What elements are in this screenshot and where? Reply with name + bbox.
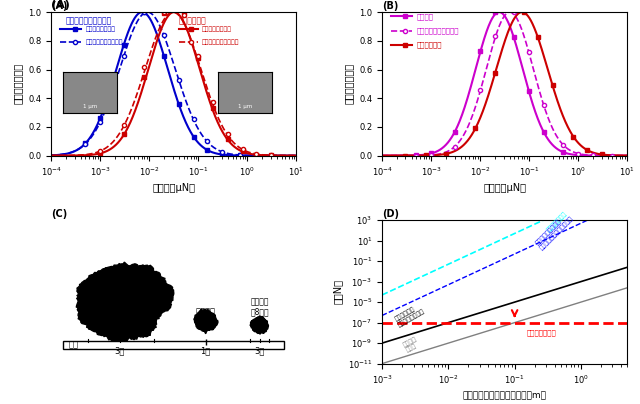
Text: タギッシュレイク隅石: タギッシュレイク隅石 bbox=[66, 17, 112, 25]
桃違いに
小さい bbox=[393, 357, 401, 362]
本研究の付着力 bbox=[393, 320, 401, 325]
粒子に側く重力 bbox=[378, 292, 386, 297]
Text: 粒子に側く重力: 粒子に側く重力 bbox=[546, 211, 569, 234]
Polygon shape bbox=[194, 309, 218, 332]
粒子が自身の重さで
潰れることを示した付着力 bbox=[388, 308, 396, 313]
粒子の大きさ
に比例する付着力 bbox=[611, 269, 619, 274]
本研究の付着力 bbox=[378, 320, 386, 325]
粒子に側く重力 bbox=[388, 288, 396, 293]
Polygon shape bbox=[76, 262, 174, 341]
Text: ミクロン: ミクロン bbox=[417, 13, 433, 20]
桃違いに
小さい bbox=[388, 358, 396, 363]
Text: 数十ミクロン: 数十ミクロン bbox=[417, 42, 442, 48]
Text: 地球重力: 地球重力 bbox=[110, 302, 130, 311]
Text: 桃違いに
小さい: 桃違いに 小さい bbox=[402, 336, 421, 354]
桃違いに
小さい bbox=[378, 361, 386, 366]
Text: 本研究の付着力: 本研究の付着力 bbox=[526, 330, 556, 337]
Polygon shape bbox=[250, 316, 268, 334]
粒子の大きさ
に比例する付着力 bbox=[623, 265, 631, 270]
Text: 弾丸衝突で作った破片: 弾丸衝突で作った破片 bbox=[86, 40, 123, 45]
Text: アエンデ隅石: アエンデ隅石 bbox=[179, 17, 207, 25]
粒子の大きさ
に比例する付着力 bbox=[602, 271, 610, 276]
粒子の大きさ
に比例する付着力 bbox=[393, 336, 401, 341]
桃違いに
小さい bbox=[611, 289, 619, 294]
本研究の付着力 bbox=[611, 320, 619, 325]
Text: ミクロン（押し付け）: ミクロン（押し付け） bbox=[417, 27, 459, 34]
粒子が自身の重さで
潰れることを示した付着力 bbox=[378, 313, 386, 318]
Text: 粒子が自身の重さで
潰れることを示した付着力: 粒子が自身の重さで 潰れることを示した付着力 bbox=[534, 210, 575, 251]
Text: (D): (D) bbox=[382, 209, 399, 219]
本研究の付着力 bbox=[444, 320, 451, 325]
Y-axis label: 力（N）: 力（N） bbox=[332, 280, 342, 304]
Line: 粒子の大きさ
に比例する付着力: 粒子の大きさ に比例する付着力 bbox=[382, 267, 627, 343]
粒子に側く重力 bbox=[623, 179, 631, 184]
粒子が自身の重さで
潰れることを示した付着力 bbox=[602, 209, 610, 214]
Line: 桃違いに
小さい: 桃違いに 小さい bbox=[382, 288, 627, 364]
Text: (A): (A) bbox=[51, 1, 68, 11]
Y-axis label: 割合（相対値）: 割合（相対値） bbox=[13, 63, 22, 104]
粒子が自身の重さで
潰れることを示した付着力 bbox=[611, 205, 619, 210]
粒子が自身の重さで
潰れることを示した付着力 bbox=[444, 283, 451, 288]
Text: 3点: 3点 bbox=[115, 347, 125, 356]
X-axis label: 粒子の大きさ（直径相当）（m）: 粒子の大きさ（直径相当）（m） bbox=[463, 391, 547, 400]
本研究の付着力 bbox=[424, 320, 431, 325]
Text: 1点: 1点 bbox=[200, 347, 211, 356]
Bar bbox=[63, 341, 284, 349]
粒子の大きさ
に比例する付着力 bbox=[388, 338, 396, 343]
Text: 地球重力: 地球重力 bbox=[196, 308, 216, 317]
粒子に側く重力 bbox=[393, 286, 401, 290]
本研究の付着力 bbox=[623, 320, 631, 325]
粒子に側く重力 bbox=[424, 271, 431, 276]
粒子が自身の重さで
潰れることを示した付着力 bbox=[393, 306, 401, 311]
粒子に側く重力 bbox=[602, 189, 610, 194]
Line: 粒子に側く重力: 粒子に側く重力 bbox=[382, 181, 627, 295]
粒子に側く重力 bbox=[611, 185, 619, 189]
X-axis label: 付着力（μN）: 付着力（μN） bbox=[152, 183, 195, 193]
X-axis label: 付着力（μN）: 付着力（μN） bbox=[483, 183, 526, 193]
Y-axis label: 割合（相対値）: 割合（相対値） bbox=[344, 63, 353, 104]
粒子に側く重力 bbox=[444, 262, 451, 267]
Text: 潰して作った破片: 潰して作った破片 bbox=[86, 27, 115, 32]
本研究の付着力 bbox=[602, 320, 610, 325]
本研究の付着力 bbox=[388, 320, 396, 325]
粒子が自身の重さで
潰れることを示した付着力 bbox=[623, 199, 631, 204]
桃違いに
小さい bbox=[424, 347, 431, 352]
Text: (C): (C) bbox=[51, 209, 67, 219]
Text: 平板: 平板 bbox=[68, 341, 78, 349]
桃違いに
小さい bbox=[444, 341, 451, 346]
粒子が自身の重さで
潰れることを示した付着力 bbox=[424, 292, 431, 297]
Text: (A): (A) bbox=[51, 0, 70, 10]
粒子の大きさ
に比例する付着力 bbox=[424, 326, 431, 331]
粒子の大きさ
に比例する付着力 bbox=[378, 341, 386, 345]
桃違いに
小さい bbox=[623, 285, 631, 290]
桃違いに
小さい bbox=[602, 292, 610, 297]
Text: 粒子の大きさ
に比例する付着力: 粒子の大きさ に比例する付着力 bbox=[394, 303, 426, 328]
Text: (B): (B) bbox=[382, 1, 399, 11]
Line: 粒子が自身の重さで
潰れることを示した付着力: 粒子が自身の重さで 潰れることを示した付着力 bbox=[382, 202, 627, 316]
Text: 潰して作った破片: 潰して作った破片 bbox=[202, 27, 232, 32]
Text: 弾丸衝突で作った破片: 弾丸衝突で作った破片 bbox=[202, 40, 239, 45]
粒子の大きさ
に比例する付着力 bbox=[444, 320, 451, 325]
Text: 3点: 3点 bbox=[254, 347, 265, 356]
Text: 地球重力
の8万倍: 地球重力 の8万倍 bbox=[250, 297, 269, 317]
